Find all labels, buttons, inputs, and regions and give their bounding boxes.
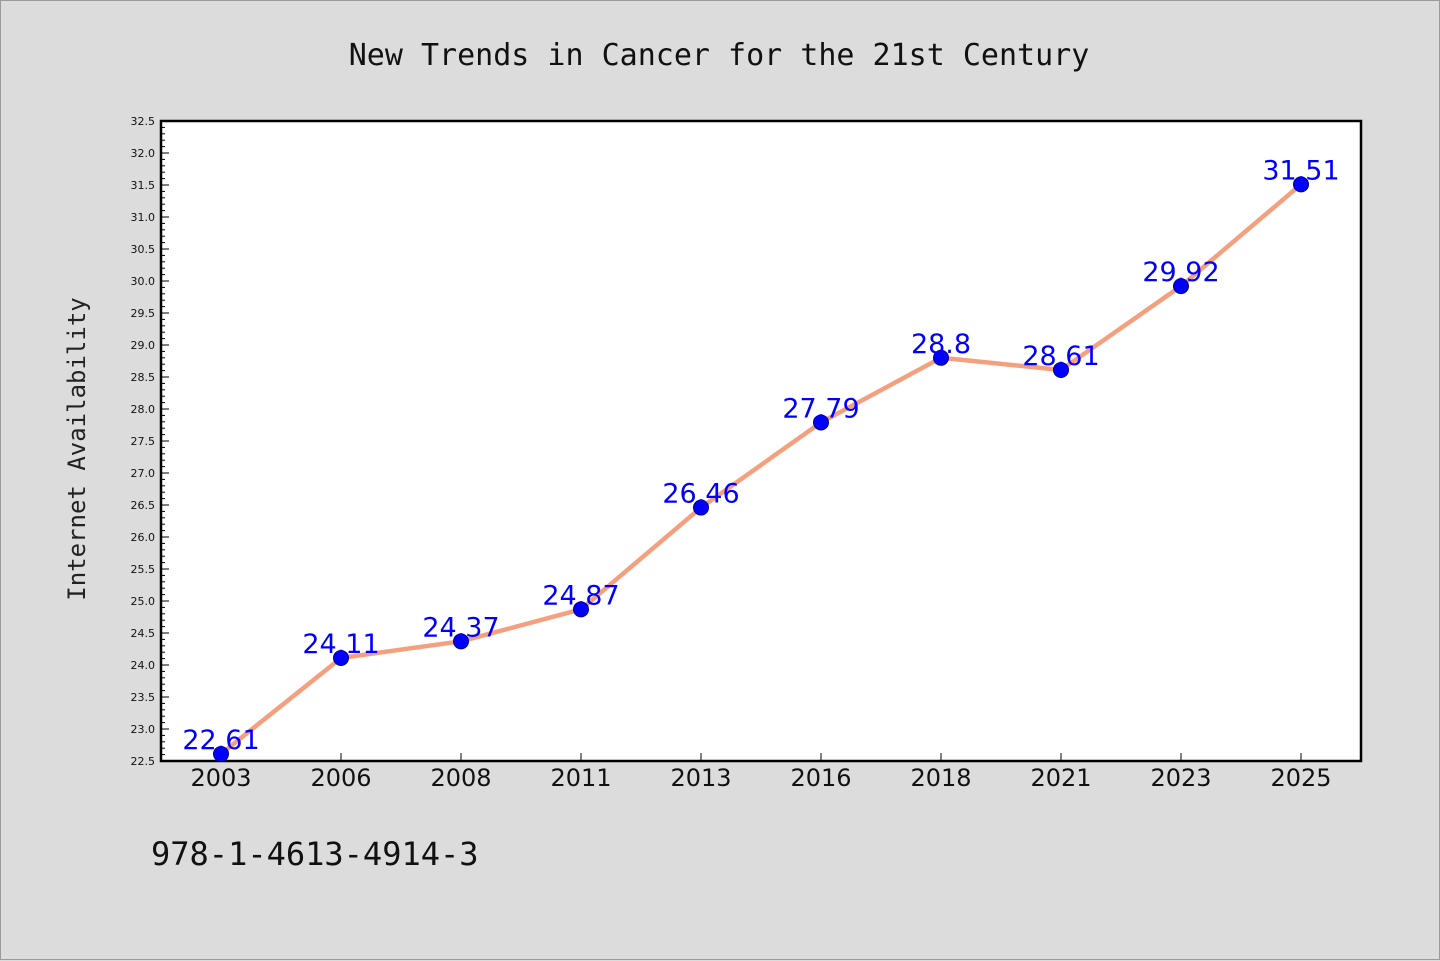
- isbn-caption: 978-1-4613-4914-3: [151, 835, 479, 873]
- x-tick-label: 2023: [1150, 764, 1211, 792]
- x-tick-label: 2021: [1030, 764, 1091, 792]
- y-tick-label: 32.0: [131, 147, 156, 160]
- y-tick-label: 26.5: [131, 499, 156, 512]
- data-point: [1053, 361, 1069, 378]
- y-tick-label: 32.5: [131, 115, 156, 128]
- data-label: 24.11: [302, 629, 379, 660]
- data-point: [933, 349, 949, 366]
- y-tick-label: 22.5: [131, 755, 156, 768]
- y-tick-label: 25.5: [131, 563, 156, 576]
- data-point: [1293, 176, 1309, 193]
- x-tick-label: 2003: [190, 764, 251, 792]
- x-axis: 2003 2006 2008 2011 2013 2016 2018 2021 2023 2025: [190, 753, 1332, 792]
- data-point: [213, 745, 229, 762]
- y-tick-label: 30.5: [131, 243, 156, 256]
- data-point: [693, 499, 709, 516]
- data-point: [453, 633, 469, 650]
- y-tick-label: 30.0: [131, 275, 156, 288]
- x-tick-label: 2025: [1270, 764, 1331, 792]
- x-tick-label: 2016: [790, 764, 851, 792]
- x-tick-label: 2013: [670, 764, 731, 792]
- data-label: 24.87: [542, 580, 619, 611]
- y-axis-label: Internet Availability: [63, 297, 91, 600]
- y-tick-label: 25.0: [131, 595, 156, 608]
- y-tick-label: 26.0: [131, 531, 156, 544]
- y-tick-label: 23.0: [131, 723, 156, 736]
- series-line: [218, 182, 1304, 757]
- y-tick-label: 23.5: [131, 691, 156, 704]
- y-tick-label: 29.0: [131, 339, 156, 352]
- chart-title: New Trends in Cancer for the 21st Centur…: [349, 38, 1090, 73]
- data-label: 22.61: [182, 725, 259, 756]
- data-point: [813, 414, 829, 431]
- data-point: [573, 601, 589, 618]
- y-tick-label: 31.5: [131, 179, 156, 192]
- data-label: 29.92: [1142, 257, 1219, 288]
- data-point: [1173, 278, 1189, 295]
- data-point: [333, 649, 349, 666]
- data-label: 28.8: [911, 329, 971, 360]
- x-tick-label: 2008: [430, 764, 491, 792]
- y-tick-label: 27.0: [131, 467, 156, 480]
- data-label: 28.61: [1022, 341, 1099, 372]
- x-tick-label: 2006: [310, 764, 371, 792]
- x-tick-label: 2018: [910, 764, 971, 792]
- series-layer: 22.61 24.11 24.37 24.87 26.46 27.79 28.8 28.61 2…: [182, 155, 1340, 762]
- data-label: 31.51: [1262, 155, 1339, 186]
- data-label: 24.37: [422, 612, 499, 643]
- data-label: 27.79: [782, 393, 859, 424]
- y-tick-label: 24.0: [131, 659, 156, 672]
- data-label: 26.46: [662, 479, 739, 510]
- y-tick-label: 24.5: [131, 627, 156, 640]
- y-tick-label: 28.5: [131, 371, 156, 384]
- y-axis: 22.5 23.0 23.5 24.0 24.5 25.0 25.5 26.0 26.5 27.0…: [131, 115, 169, 768]
- x-tick-label: 2011: [550, 764, 611, 792]
- y-tick-label: 27.5: [131, 435, 156, 448]
- y-tick-label: 31.0: [131, 211, 156, 224]
- y-tick-label: 28.0: [131, 403, 156, 416]
- y-tick-label: 29.5: [131, 307, 156, 320]
